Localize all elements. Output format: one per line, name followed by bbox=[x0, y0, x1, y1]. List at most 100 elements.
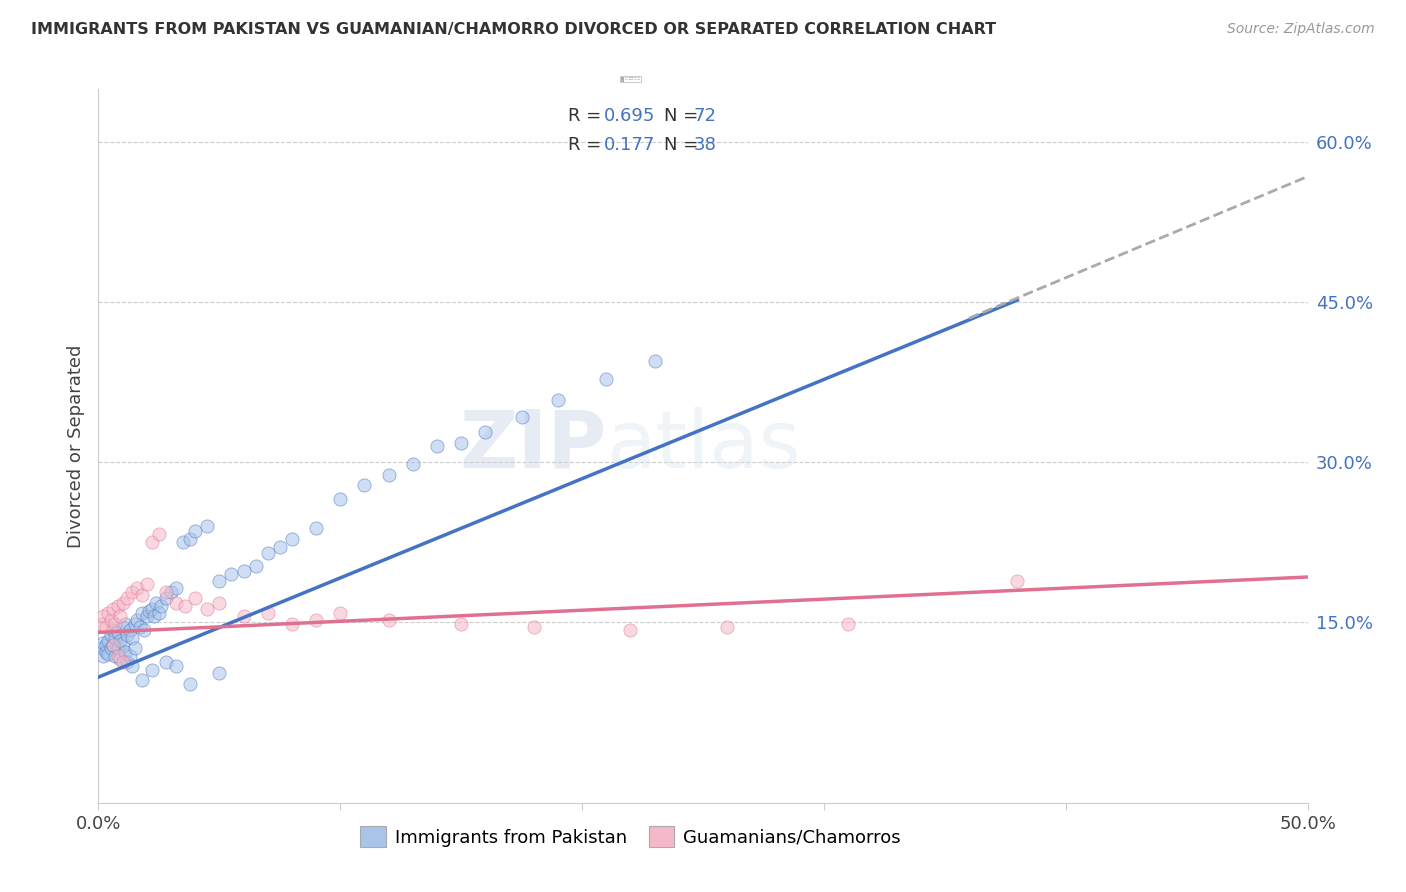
Point bbox=[426, 439, 449, 453]
Point bbox=[353, 478, 375, 492]
Point bbox=[100, 627, 122, 641]
Point bbox=[90, 641, 112, 656]
Point bbox=[195, 602, 218, 616]
Point bbox=[107, 648, 129, 663]
Point bbox=[305, 613, 328, 627]
Point bbox=[165, 581, 187, 595]
Text: N =: N = bbox=[664, 136, 704, 153]
Text: Source: ZipAtlas.com: Source: ZipAtlas.com bbox=[1227, 22, 1375, 37]
Point bbox=[184, 524, 207, 539]
Point bbox=[184, 591, 207, 606]
Point bbox=[165, 596, 187, 610]
Text: R =: R = bbox=[568, 107, 606, 125]
Point bbox=[179, 676, 201, 690]
Point bbox=[256, 545, 278, 559]
Point bbox=[450, 435, 472, 450]
Point bbox=[208, 665, 231, 680]
Point bbox=[402, 457, 425, 471]
Text: 38: 38 bbox=[693, 136, 716, 153]
Point bbox=[305, 521, 328, 535]
Legend: Immigrants from Pakistan, Guamanians/Chamorros: Immigrants from Pakistan, Guamanians/Cha… bbox=[353, 819, 908, 855]
Point bbox=[148, 527, 170, 541]
Point bbox=[135, 577, 157, 591]
Point bbox=[135, 609, 157, 624]
Point bbox=[595, 372, 617, 386]
Point bbox=[107, 641, 129, 656]
Point bbox=[195, 519, 218, 533]
Point bbox=[124, 641, 146, 656]
Point bbox=[97, 634, 120, 648]
Point bbox=[131, 673, 153, 688]
Point bbox=[104, 616, 127, 631]
Point bbox=[837, 616, 859, 631]
Point bbox=[221, 566, 243, 581]
Point bbox=[281, 532, 304, 546]
Point bbox=[91, 609, 114, 624]
Point bbox=[100, 613, 122, 627]
Point bbox=[141, 602, 163, 616]
Text: atlas: atlas bbox=[606, 407, 800, 485]
Point bbox=[100, 641, 122, 656]
Point bbox=[108, 609, 131, 624]
Point bbox=[91, 648, 114, 663]
Point bbox=[138, 604, 160, 618]
Point bbox=[150, 599, 173, 613]
Point bbox=[155, 655, 177, 669]
Point bbox=[450, 616, 472, 631]
Point bbox=[172, 534, 194, 549]
Point bbox=[97, 647, 120, 661]
Point bbox=[281, 616, 304, 631]
Point bbox=[547, 393, 569, 408]
Point bbox=[104, 648, 127, 663]
Point bbox=[111, 655, 134, 669]
Point bbox=[155, 591, 177, 606]
Point bbox=[117, 655, 139, 669]
Point bbox=[117, 591, 139, 606]
Point bbox=[510, 410, 533, 425]
Y-axis label: Divorced or Separated: Divorced or Separated bbox=[66, 344, 84, 548]
Point bbox=[127, 613, 149, 627]
Point bbox=[90, 616, 112, 631]
Point bbox=[108, 634, 131, 648]
Point bbox=[245, 559, 267, 574]
Point bbox=[121, 585, 143, 599]
Point bbox=[619, 624, 641, 638]
Point bbox=[114, 616, 136, 631]
Text: 0.695: 0.695 bbox=[603, 107, 655, 125]
Point bbox=[101, 638, 124, 652]
Point bbox=[117, 627, 139, 641]
Point bbox=[114, 644, 136, 658]
Point bbox=[716, 620, 738, 634]
Text: 0.177: 0.177 bbox=[603, 136, 655, 153]
Text: 72: 72 bbox=[693, 107, 716, 125]
Point bbox=[118, 624, 141, 638]
Point bbox=[523, 620, 546, 634]
Point bbox=[111, 620, 134, 634]
Point bbox=[256, 606, 278, 620]
Point bbox=[174, 599, 197, 613]
Point bbox=[111, 596, 134, 610]
Point bbox=[377, 613, 399, 627]
Point bbox=[131, 606, 153, 620]
Point bbox=[101, 624, 124, 638]
Point bbox=[143, 609, 166, 624]
Text: N =: N = bbox=[664, 107, 704, 125]
Point bbox=[329, 492, 352, 507]
Point bbox=[232, 564, 254, 578]
Text: ZIP: ZIP bbox=[458, 407, 606, 485]
Point bbox=[329, 606, 352, 620]
Point bbox=[474, 425, 496, 439]
Point bbox=[128, 620, 150, 634]
Point bbox=[232, 609, 254, 624]
Point bbox=[131, 588, 153, 602]
Point bbox=[127, 581, 149, 595]
Point bbox=[97, 606, 120, 620]
Point bbox=[134, 624, 156, 638]
Point bbox=[121, 631, 143, 645]
Point bbox=[148, 606, 170, 620]
Point bbox=[160, 585, 183, 599]
Point bbox=[121, 659, 143, 673]
Point bbox=[155, 585, 177, 599]
Point bbox=[644, 353, 666, 368]
Point bbox=[1007, 574, 1029, 589]
